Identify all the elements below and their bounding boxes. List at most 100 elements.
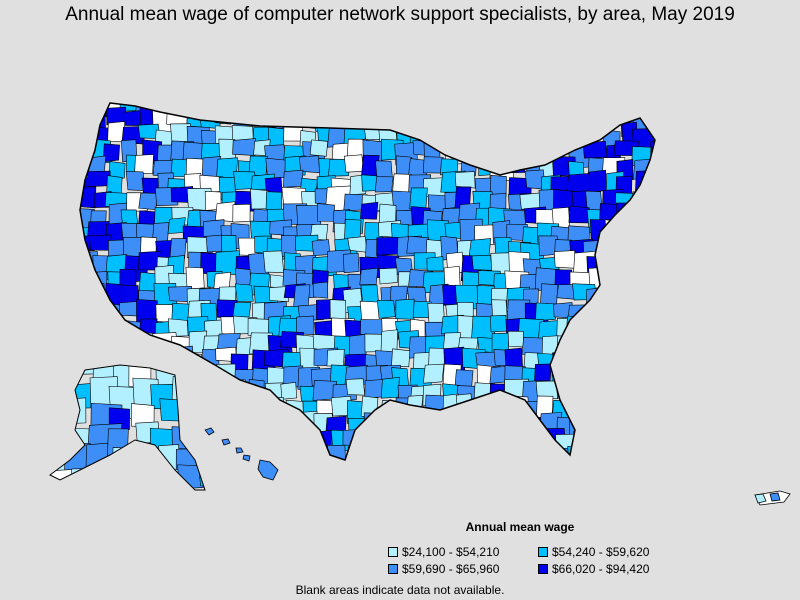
map-area (494, 106, 515, 128)
legend-item-2: $54,240 - $59,620 (538, 545, 688, 559)
map-area (552, 351, 579, 372)
map-area (363, 412, 382, 436)
map-area (50, 380, 67, 407)
map-area (599, 351, 620, 370)
map-area (536, 126, 563, 143)
map-area (584, 353, 606, 373)
map-area (80, 346, 94, 366)
map-area (635, 256, 655, 280)
map-area (394, 103, 412, 121)
map-area (409, 113, 425, 130)
map-area (187, 431, 210, 457)
map-area (266, 103, 289, 118)
map-area (347, 444, 371, 460)
map-area (50, 365, 74, 388)
map-area (525, 110, 549, 134)
map-area (652, 221, 655, 245)
map-area (456, 143, 475, 161)
map-area (601, 256, 623, 281)
map-area (648, 331, 655, 355)
map-area (425, 427, 444, 452)
map-area (331, 103, 350, 108)
map-area (186, 400, 211, 420)
map-area (648, 448, 655, 460)
map-area (615, 202, 641, 224)
map-area (632, 191, 649, 215)
map-area (616, 418, 639, 436)
map-area (550, 103, 575, 112)
map-area (637, 270, 655, 289)
map-area (112, 447, 138, 477)
map-area (425, 103, 449, 124)
map-area (444, 109, 470, 132)
map-area (619, 398, 643, 417)
map-area (374, 176, 394, 193)
map-area (651, 103, 655, 111)
map-area (654, 177, 655, 195)
map-area (189, 412, 210, 428)
map-area (472, 103, 491, 113)
map-area (654, 154, 655, 172)
map-area (80, 122, 96, 141)
map-area (235, 396, 261, 417)
map-area (262, 250, 285, 273)
map-area (199, 363, 220, 386)
map-area (406, 431, 429, 450)
map-area (475, 108, 499, 127)
map-area (631, 385, 648, 406)
map-area (475, 467, 493, 486)
map-area (589, 336, 609, 360)
map-area (296, 459, 313, 460)
map-area (566, 122, 584, 144)
map-area (80, 113, 94, 132)
map-area (648, 434, 655, 457)
map-area (587, 433, 611, 452)
map-area (426, 256, 444, 272)
map-area (582, 140, 607, 159)
map-area (507, 446, 530, 460)
map-area (234, 283, 254, 302)
map-area (312, 281, 329, 299)
map-area (629, 335, 655, 358)
map-area (538, 449, 556, 460)
map-area (600, 269, 619, 292)
map-area (507, 330, 525, 348)
map-area (376, 444, 401, 460)
map-area (283, 169, 304, 188)
alaska-outline (49, 364, 206, 491)
map-area (142, 352, 159, 370)
map-area (170, 345, 195, 370)
map-area (426, 445, 448, 460)
map-area (550, 107, 570, 128)
map-area (634, 459, 655, 460)
map-area (90, 463, 112, 480)
map-area (649, 369, 655, 393)
map-area (600, 237, 622, 254)
map-area (61, 397, 87, 425)
map-area (567, 107, 584, 128)
map-area (468, 238, 492, 258)
map-area (587, 114, 609, 137)
map-area (471, 141, 496, 161)
map-area (125, 446, 145, 460)
map-area (361, 105, 384, 124)
map-area (42, 493, 64, 516)
map-area (460, 410, 479, 428)
map-area (405, 447, 431, 460)
map-area (138, 192, 159, 210)
map-area (80, 284, 99, 309)
map-area (102, 143, 120, 163)
map-area (113, 493, 137, 526)
map-area (317, 465, 336, 482)
map-area (470, 399, 495, 423)
map-area (206, 465, 231, 482)
map-area (521, 444, 541, 460)
map-area (300, 109, 316, 129)
map-area (89, 316, 111, 336)
legend-item-1: $24,100 - $54,210 (388, 545, 538, 559)
map-area (620, 270, 642, 294)
map-area (471, 431, 493, 458)
map-area (89, 302, 114, 326)
map-area (375, 103, 392, 114)
map-area (200, 376, 205, 400)
